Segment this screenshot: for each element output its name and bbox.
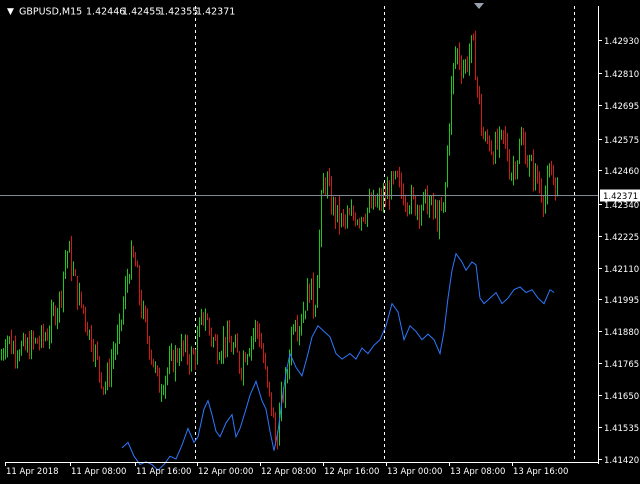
y-tick-label-0: 1.42930	[604, 37, 639, 47]
y-tick-label-3: 1.42575	[604, 136, 639, 146]
x-tick-label-8: 13 Apr 16:00	[513, 467, 568, 477]
x-tick-label-5: 12 Apr 16:00	[324, 467, 379, 477]
y-tick-label-6: 1.42225	[604, 233, 639, 243]
candles	[1, 30, 558, 450]
x-tick-label-7: 13 Apr 08:00	[450, 467, 505, 477]
y-tick-label-8: 1.41995	[604, 296, 639, 306]
y-tick-label-2: 1.42695	[604, 102, 639, 112]
ohlc-open: 1.42446	[86, 7, 125, 18]
current-price-tag-bg	[600, 189, 640, 202]
y-tick-label-11: 1.41650	[604, 392, 639, 402]
ohlc-high: 1.42455	[122, 7, 161, 18]
y-tick-label-10: 1.41765	[604, 360, 639, 370]
symbol-label: GBPUSD,M15	[19, 7, 82, 18]
ohlc-low: 1.42355	[159, 7, 198, 18]
current-price-label: 1.42371	[603, 192, 638, 202]
y-tick-label-5: 1.42340	[604, 201, 639, 211]
y-tick-label-1: 1.42810	[604, 70, 639, 80]
y-tick-label-12: 1.41535	[604, 424, 639, 434]
x-tick-label-1: 11 Apr 08:00	[71, 467, 126, 477]
day-separators	[195, 3, 575, 462]
x-tick-label-3: 12 Apr 00:00	[198, 467, 253, 477]
ohlc-close: 1.42371	[196, 7, 235, 18]
y-tick-label-4: 1.42460	[604, 167, 639, 177]
indicator-series	[121, 252, 555, 471]
x-tick-label-6: 13 Apr 00:00	[387, 467, 442, 477]
y-tick-label-9: 1.41880	[604, 328, 639, 338]
indicator-line	[121, 252, 555, 471]
collapse-arrow-icon[interactable]: ▼	[7, 7, 14, 17]
axes: 1.42930 1.42810 1.42695 1.42575 1.42460 1.423…	[5, 6, 640, 477]
current-price-tag: 1.42371	[600, 189, 640, 202]
x-tick-label-0: 11 Apr 2018	[6, 467, 59, 477]
y-tick-label-7: 1.42110	[604, 265, 639, 275]
x-tick-label-4: 12 Apr 08:00	[261, 467, 316, 477]
x-tick-label-2: 11 Apr 16:00	[136, 467, 191, 477]
chart-header: ▼ GBPUSD,M15 1.42446 1.42455 1.42355 1.4…	[7, 7, 235, 18]
y-tick-label-13: 1.41420	[604, 456, 639, 466]
chart-shift-marker-icon	[474, 3, 484, 9]
